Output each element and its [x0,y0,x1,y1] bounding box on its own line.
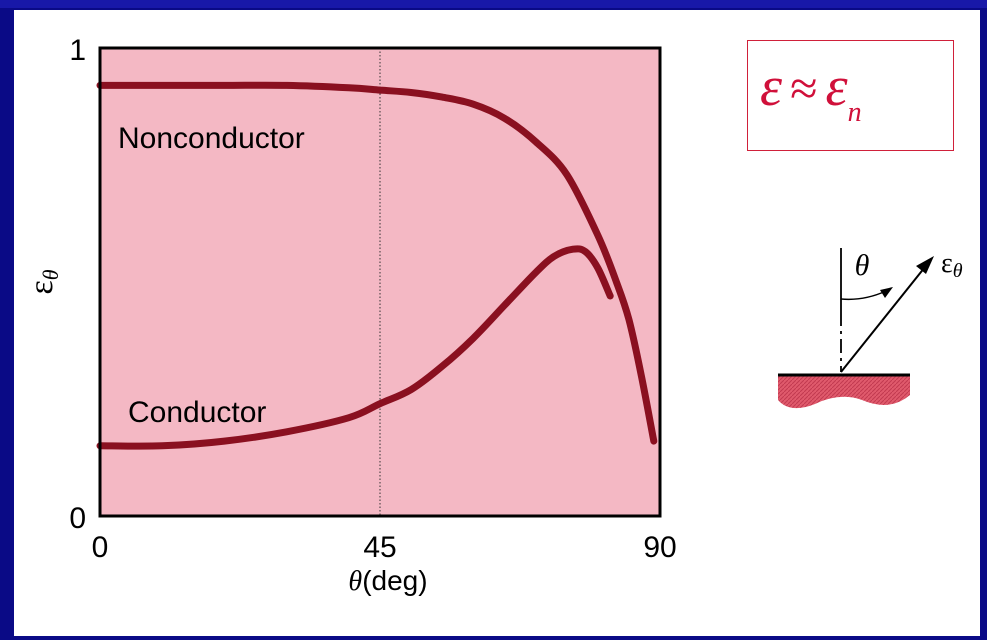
y-tick-label-0: 0 [69,502,86,535]
top-bar [0,0,987,8]
plot-frame [98,46,662,518]
vector-label: εθ [941,248,963,282]
series-label-conductor: Conductor [128,396,266,429]
angle-arrowhead [880,287,893,298]
emission-diagram: θ εθ [778,248,963,409]
emission-vector [840,261,930,373]
angle-arc [840,290,887,301]
series-line-nonconductor [96,81,658,445]
formula-box: ε ≈ εn [747,40,954,151]
y-axis-label: εθ [23,269,63,294]
formula-subscript: n [847,97,862,128]
x-tick-label-0: 0 [92,531,109,564]
emissivity-formula: ε ≈ εn [760,56,862,128]
formula-rhs: ε [825,56,848,118]
angle-label: θ [855,249,870,282]
y-tick-label-1: 1 [69,34,86,67]
formula-lhs: ε [760,56,783,118]
series-line-conductor [96,245,614,450]
x-axis-label: θ(deg) [348,565,427,597]
series-label-nonconductor: Nonconductor [118,122,305,155]
surface-shape [778,375,910,409]
x-tick-label-45: 45 [363,531,396,564]
x-tick-label-90: 90 [643,531,676,564]
emission-arrowhead [916,256,934,274]
formula-approx: ≈ [790,60,818,116]
